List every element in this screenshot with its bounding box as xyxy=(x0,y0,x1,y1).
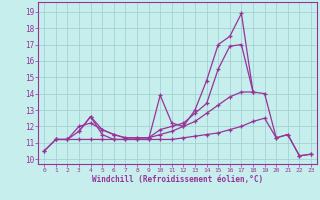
X-axis label: Windchill (Refroidissement éolien,°C): Windchill (Refroidissement éolien,°C) xyxy=(92,175,263,184)
